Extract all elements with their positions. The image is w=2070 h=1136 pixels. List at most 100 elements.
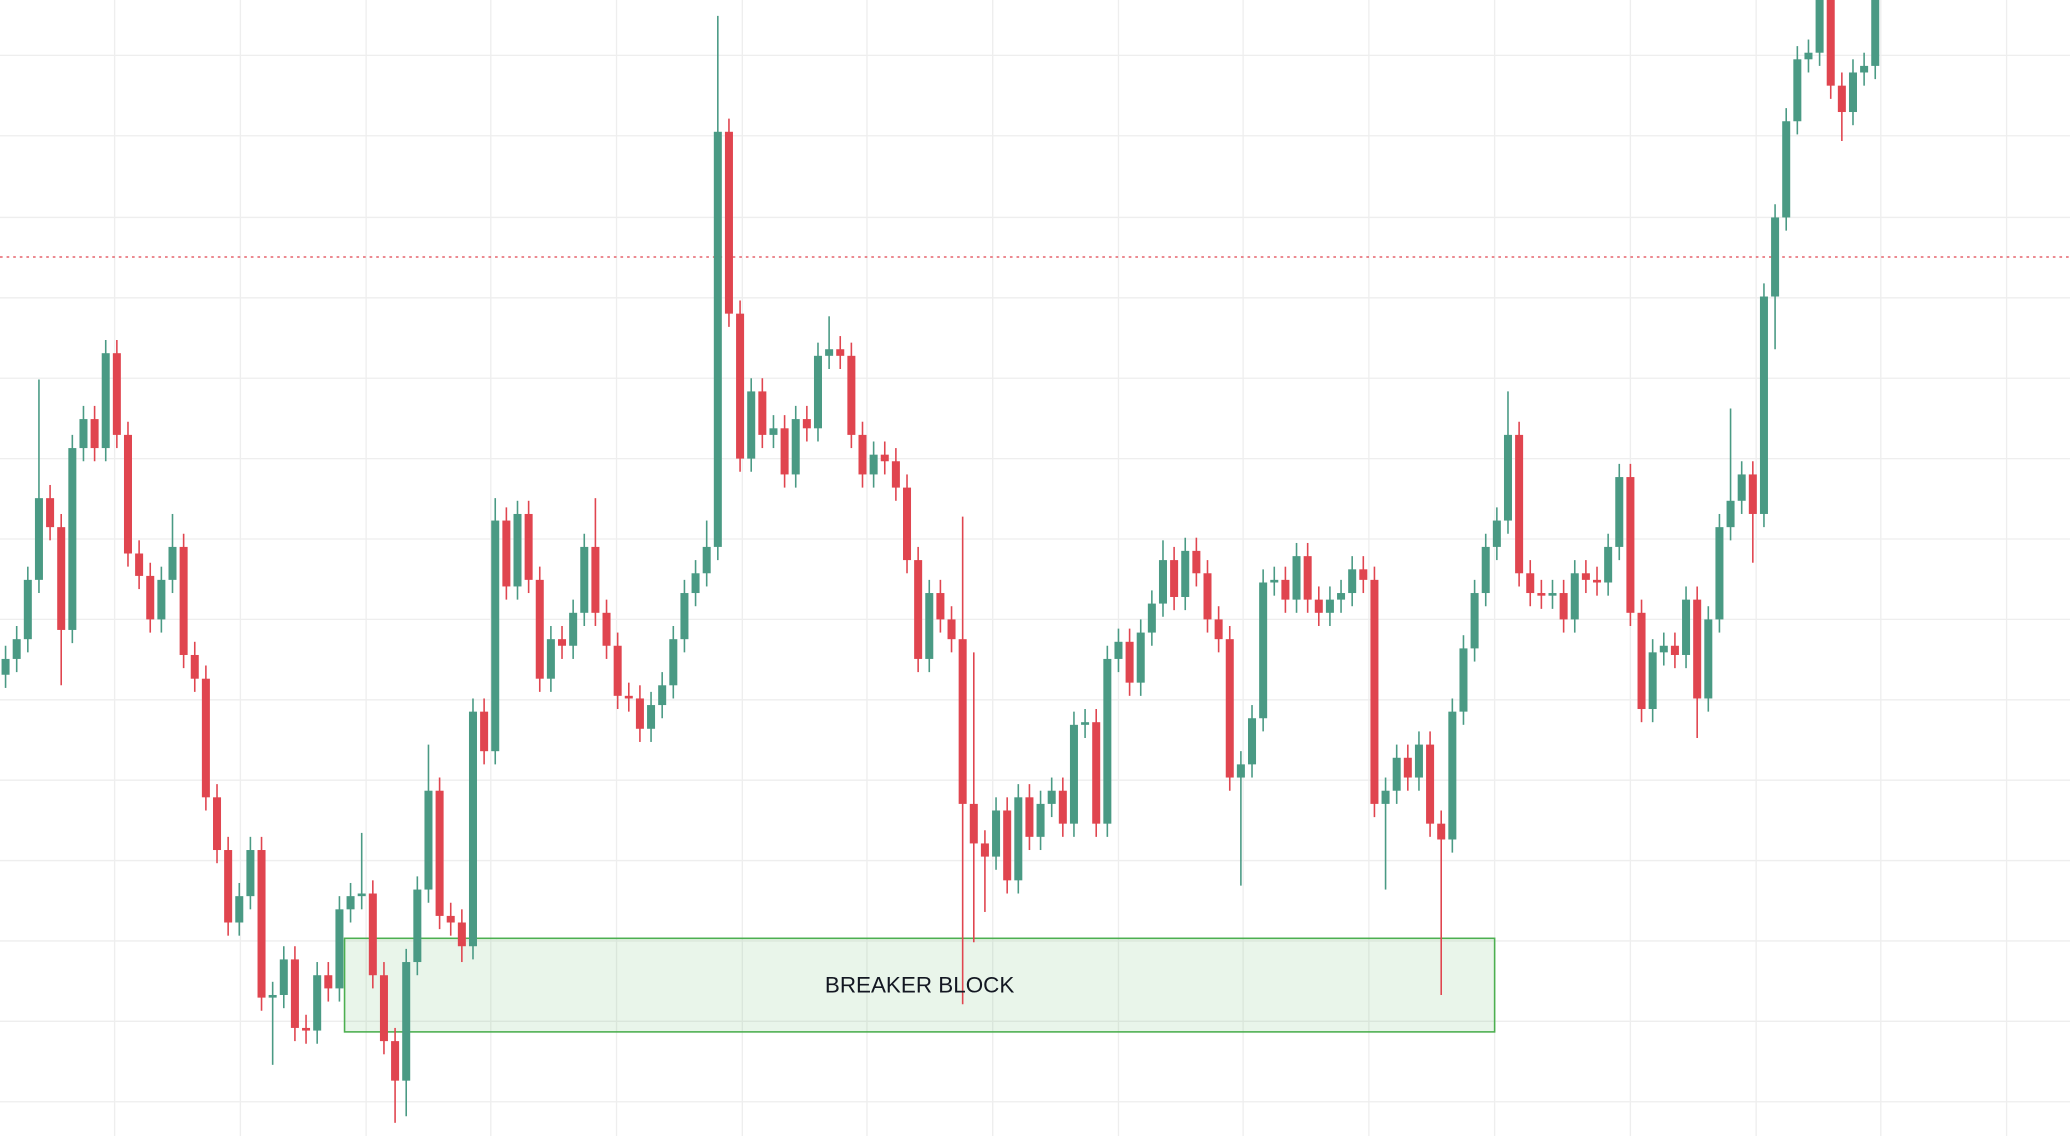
candle-body bbox=[847, 355, 856, 435]
candle-body bbox=[1815, 0, 1824, 53]
candle-body bbox=[1693, 599, 1702, 699]
candle-body bbox=[569, 612, 578, 646]
candle-body bbox=[1036, 803, 1045, 837]
candle-body bbox=[1381, 790, 1390, 804]
candle-body bbox=[1670, 645, 1679, 655]
candle-body bbox=[457, 922, 466, 947]
candle-body bbox=[1593, 579, 1602, 583]
candle-body bbox=[891, 461, 900, 488]
candle-body bbox=[491, 520, 500, 752]
candle-body bbox=[958, 639, 967, 804]
candle-body bbox=[758, 391, 767, 435]
candle-body bbox=[1771, 217, 1780, 297]
candle-body bbox=[747, 391, 756, 459]
candle-body bbox=[324, 975, 333, 989]
candle-body bbox=[1236, 764, 1245, 778]
candle-body bbox=[613, 645, 622, 696]
candle-body bbox=[1114, 641, 1123, 659]
candle-body bbox=[1737, 474, 1746, 501]
candle-body bbox=[1459, 648, 1468, 712]
candle-body bbox=[1581, 573, 1590, 580]
candle-body bbox=[1837, 85, 1846, 113]
candle-body bbox=[246, 850, 255, 897]
candle-body bbox=[435, 790, 444, 916]
candle-body bbox=[591, 546, 600, 613]
candle-body bbox=[1615, 477, 1624, 547]
candle-body bbox=[1281, 579, 1290, 600]
candle-body bbox=[546, 639, 555, 679]
candle-body bbox=[513, 513, 522, 587]
candle-body bbox=[413, 889, 422, 963]
candle-body bbox=[558, 639, 567, 646]
candle-body bbox=[1303, 556, 1312, 600]
candle-body bbox=[524, 513, 533, 580]
candle-body bbox=[580, 546, 589, 613]
candle-body bbox=[1637, 612, 1646, 710]
candle-body bbox=[402, 962, 411, 1081]
candle-body bbox=[1448, 711, 1457, 840]
candle-body bbox=[502, 520, 511, 587]
candle-body bbox=[1826, 0, 1835, 86]
candle-body bbox=[224, 850, 233, 923]
candle-body bbox=[1715, 527, 1724, 620]
candle-body bbox=[1682, 599, 1691, 655]
candle-body bbox=[1548, 593, 1557, 596]
candle-body bbox=[658, 685, 667, 706]
candle-body bbox=[791, 419, 800, 475]
candle-body bbox=[880, 454, 889, 462]
candle-body bbox=[914, 560, 923, 659]
candle-body bbox=[825, 349, 834, 356]
candle-body bbox=[1058, 790, 1067, 824]
candle-body bbox=[724, 131, 733, 314]
candle-body bbox=[1392, 757, 1401, 791]
candle-body bbox=[1570, 573, 1579, 620]
candle-body bbox=[1804, 52, 1813, 60]
candle-body bbox=[1081, 722, 1090, 725]
candle-body bbox=[702, 546, 711, 574]
candle-body bbox=[1214, 619, 1223, 640]
candle-body bbox=[1147, 603, 1156, 633]
candle-body bbox=[302, 1027, 311, 1031]
candle-body bbox=[235, 896, 244, 923]
candle-body bbox=[23, 579, 32, 640]
breaker-zone bbox=[343, 937, 1496, 1033]
candle-body bbox=[769, 428, 778, 435]
candle-body bbox=[1125, 641, 1134, 683]
candle-body bbox=[46, 498, 55, 528]
candle-body bbox=[313, 975, 322, 1031]
candle-body bbox=[1537, 593, 1546, 596]
candle-body bbox=[680, 593, 689, 640]
zone-label: BREAKER BLOCK bbox=[825, 972, 1014, 997]
candle-body bbox=[1337, 593, 1346, 600]
candle-body bbox=[201, 678, 210, 798]
candle-body bbox=[1348, 569, 1357, 594]
candle-body bbox=[647, 705, 656, 729]
candle-body bbox=[57, 527, 66, 630]
candle-body bbox=[123, 434, 132, 554]
candle-body bbox=[858, 434, 867, 475]
candle-body bbox=[736, 313, 745, 459]
candle-body bbox=[1648, 652, 1657, 710]
candle-body bbox=[1481, 546, 1490, 594]
candle-body bbox=[257, 850, 266, 998]
candle-body bbox=[379, 975, 388, 1042]
candle-body bbox=[1515, 434, 1524, 574]
candle-body bbox=[34, 498, 43, 580]
candle-body bbox=[1604, 546, 1613, 583]
candle-body bbox=[869, 454, 878, 475]
candle-body bbox=[535, 579, 544, 679]
candle-body bbox=[1, 658, 10, 675]
candle-body bbox=[190, 654, 199, 679]
candle-body bbox=[1437, 823, 1446, 840]
candle-body bbox=[969, 803, 978, 844]
candle-body bbox=[1626, 477, 1635, 613]
candle-body bbox=[1325, 599, 1334, 613]
candle-body bbox=[101, 353, 110, 449]
candle-body bbox=[992, 810, 1001, 857]
candle-body bbox=[813, 355, 822, 429]
candle-body bbox=[1225, 639, 1234, 778]
candle-body bbox=[947, 619, 956, 640]
candle-body bbox=[12, 639, 21, 659]
candle-body bbox=[1470, 593, 1479, 649]
